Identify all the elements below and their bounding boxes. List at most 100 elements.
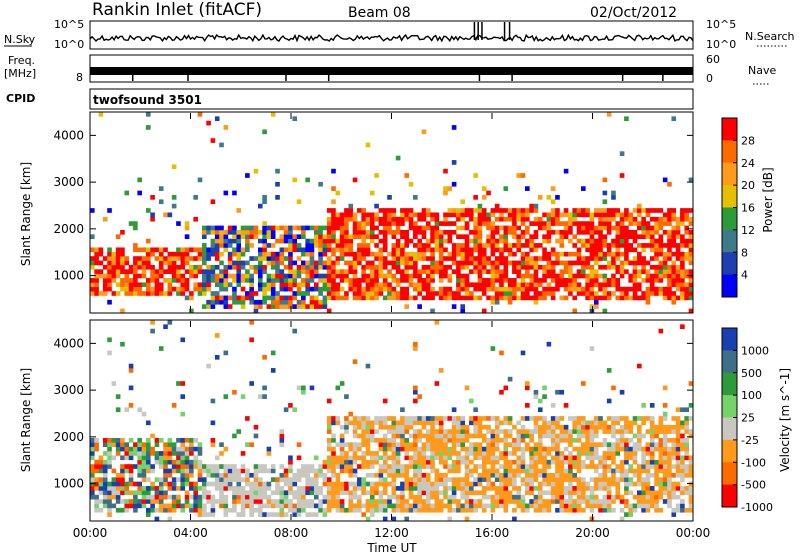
echo-cell bbox=[240, 477, 246, 482]
echo-cell bbox=[537, 195, 543, 200]
echo-cell bbox=[339, 433, 345, 439]
echo-cell bbox=[176, 503, 181, 509]
echo-cell bbox=[481, 291, 487, 296]
echo-cell bbox=[589, 278, 595, 283]
echo-cell bbox=[611, 256, 616, 261]
echo-cell bbox=[193, 282, 198, 288]
echo-cell bbox=[413, 385, 418, 391]
echo-cell bbox=[326, 247, 332, 253]
echo-cell bbox=[494, 256, 500, 261]
echo-cell bbox=[369, 424, 375, 430]
echo-cell bbox=[124, 464, 130, 469]
echo-cell bbox=[167, 212, 173, 218]
echo-cell bbox=[529, 203, 534, 209]
echo-cell bbox=[568, 216, 573, 222]
echo-cell bbox=[460, 416, 466, 421]
echo-cell bbox=[563, 282, 569, 288]
echo-cell bbox=[593, 477, 599, 482]
echo-cell bbox=[357, 433, 362, 439]
echo-cell bbox=[602, 481, 608, 487]
echo-cell bbox=[542, 234, 547, 240]
echo-cell bbox=[98, 455, 104, 461]
echo-cell bbox=[141, 451, 147, 456]
echo-cell bbox=[563, 264, 569, 270]
echo-cell bbox=[645, 278, 651, 283]
echo-cell bbox=[529, 208, 534, 213]
echo-cell bbox=[145, 420, 151, 426]
echo-cell bbox=[400, 494, 405, 500]
echo-cell bbox=[443, 503, 448, 509]
echo-cell bbox=[671, 260, 677, 266]
echo-cell bbox=[339, 481, 345, 487]
echo-cell bbox=[400, 446, 405, 452]
echo-cell bbox=[624, 481, 629, 487]
echo-cell bbox=[460, 455, 466, 461]
echo-cell bbox=[249, 286, 254, 292]
echo-cell bbox=[223, 190, 229, 196]
echo-cell bbox=[537, 221, 543, 226]
echo-cell bbox=[658, 490, 664, 496]
echo-cell bbox=[197, 512, 203, 517]
echo-cell bbox=[438, 295, 444, 301]
echo-cell bbox=[318, 499, 323, 504]
echo-cell bbox=[382, 212, 388, 218]
echo-cell bbox=[344, 221, 349, 226]
echo-cell bbox=[344, 394, 349, 399]
echo-cell bbox=[438, 429, 444, 434]
echo-cell bbox=[257, 494, 263, 500]
echo-cell bbox=[145, 238, 151, 244]
echo-cell bbox=[257, 486, 263, 491]
echo-cell bbox=[537, 455, 543, 461]
echo-cell bbox=[227, 477, 233, 482]
echo-cell bbox=[637, 503, 642, 509]
echo-cell bbox=[615, 243, 621, 248]
echo-cell bbox=[456, 278, 461, 283]
echo-cell bbox=[348, 247, 354, 253]
echo-cell bbox=[430, 481, 435, 487]
echo-cell bbox=[443, 216, 448, 222]
echo-cell bbox=[637, 442, 642, 448]
echo-cell bbox=[611, 429, 616, 434]
echo-cell bbox=[680, 295, 685, 301]
echo-cell bbox=[326, 243, 332, 248]
echo-cell bbox=[369, 278, 375, 283]
echo-cell bbox=[430, 234, 435, 240]
echo-cell bbox=[352, 359, 358, 364]
echo-cell bbox=[171, 481, 177, 487]
echo-cell bbox=[589, 264, 595, 270]
echo-cell bbox=[374, 437, 379, 443]
echo-cell bbox=[680, 264, 685, 270]
echo-cell bbox=[253, 486, 259, 491]
echo-cell bbox=[598, 503, 603, 509]
echo-cell bbox=[529, 256, 534, 261]
echo-cell bbox=[128, 286, 134, 292]
echo-cell bbox=[352, 177, 358, 183]
echo-cell bbox=[344, 459, 349, 465]
echo-cell bbox=[357, 446, 362, 452]
echo-cell bbox=[404, 437, 410, 443]
echo-cell bbox=[391, 459, 397, 465]
echo-cell bbox=[654, 251, 659, 257]
echo-cell bbox=[335, 225, 341, 231]
echo-cell bbox=[374, 203, 379, 209]
echo-cell bbox=[378, 468, 384, 474]
echo-cell bbox=[512, 295, 517, 301]
echo-cell bbox=[374, 234, 379, 240]
echo-cell bbox=[382, 256, 388, 261]
echo-cell bbox=[305, 251, 310, 257]
echo-cell bbox=[641, 295, 646, 301]
echo-cell bbox=[115, 451, 121, 456]
echo-cell bbox=[494, 238, 500, 244]
echo-cell bbox=[490, 429, 496, 434]
echo-cell bbox=[400, 503, 405, 509]
echo-cell bbox=[227, 464, 233, 469]
echo-cell bbox=[680, 256, 685, 261]
echo-cell bbox=[667, 256, 672, 261]
echo-cell bbox=[137, 490, 142, 496]
echo-cell bbox=[309, 385, 315, 391]
echo-cell bbox=[326, 477, 332, 482]
echo-cell bbox=[120, 499, 125, 504]
echo-cell bbox=[378, 229, 384, 235]
echo-cell bbox=[624, 468, 629, 474]
